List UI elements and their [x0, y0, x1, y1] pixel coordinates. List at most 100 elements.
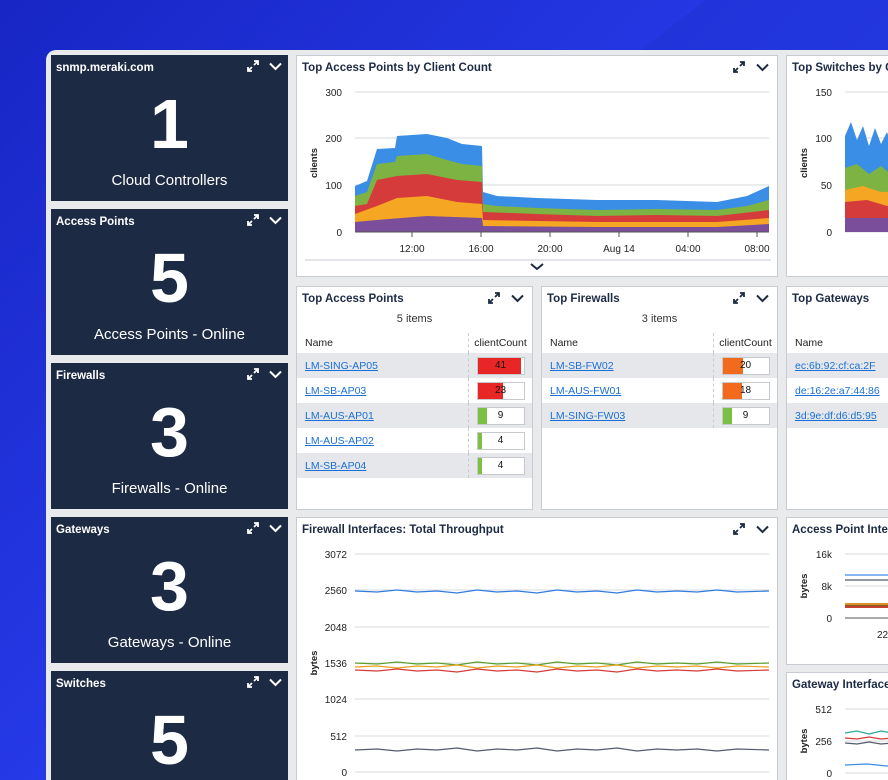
y-tick: 0	[826, 228, 832, 239]
y-tick: 300	[325, 88, 342, 99]
stacked-area-chart: 150 100 50 0 clients	[799, 88, 888, 239]
expand-icon[interactable]	[732, 291, 746, 305]
dashboard: snmp.meraki.com 1 Cloud Controllers Acce…	[46, 50, 888, 780]
expand-icon[interactable]	[246, 521, 260, 535]
bar-fill	[477, 407, 487, 424]
table-row: LM-AUS-FW01 18	[542, 378, 777, 403]
y-tick: 2048	[325, 623, 348, 634]
chevron-down-icon[interactable]	[510, 291, 524, 305]
line-series	[354, 664, 770, 669]
tile-value: 5	[150, 239, 189, 317]
table-row: LM-SB-FW02 20	[542, 353, 777, 378]
tile-firewalls: Firewalls 3 Firewalls - Online	[51, 363, 288, 509]
expand-icon[interactable]	[246, 367, 260, 381]
chevron-down-icon[interactable]	[755, 60, 769, 74]
widget-title: Top Switches by C	[792, 62, 888, 74]
tile-caption: Cloud Controllers	[111, 172, 228, 189]
widget-top-firewalls: Top Firewalls 3 items Name clientCount L…	[541, 286, 778, 510]
tile-title: Firewalls	[56, 370, 106, 382]
device-link[interactable]: LM-SB-AP04	[305, 459, 367, 472]
widget-title: Gateway Interface	[792, 679, 888, 691]
expand-icon[interactable]	[246, 59, 260, 73]
column-header-client-count[interactable]: clientCount	[713, 333, 777, 353]
expand-icon[interactable]	[732, 522, 746, 536]
line-series	[354, 747, 770, 752]
tile-gateways: Gateways 3 Gateways - Online	[51, 517, 288, 663]
x-tick: 22	[877, 630, 888, 641]
table-row: LM-AUS-AP02 4	[297, 428, 532, 453]
expand-icon[interactable]	[732, 60, 746, 74]
tile-caption: Access Points - Online	[94, 326, 245, 343]
bar-fill	[477, 382, 504, 399]
chevron-down-icon[interactable]	[755, 291, 769, 305]
line-chart: 512 256 0 bytes	[799, 705, 888, 780]
y-tick: 512	[330, 732, 347, 743]
item-count: 3 items	[641, 313, 678, 325]
tile-title: Access Points	[56, 216, 135, 228]
table-row: LM-AUS-AP01 9	[297, 403, 532, 428]
client-count-bar: 9	[721, 406, 770, 425]
client-count-bar: 41	[476, 356, 525, 375]
device-link[interactable]: LM-AUS-AP01	[305, 409, 374, 422]
column-header-name[interactable]: Name	[795, 337, 824, 349]
bar-fill	[722, 382, 742, 399]
y-tick: 200	[325, 134, 342, 145]
legend-toggle-chevron-icon[interactable]	[530, 263, 544, 271]
device-link[interactable]: LM-SB-FW02	[550, 359, 614, 372]
chevron-down-icon[interactable]	[268, 367, 282, 381]
expand-icon[interactable]	[487, 291, 501, 305]
chevron-down-icon[interactable]	[755, 522, 769, 536]
widget-top-switches: Top Switches by C 150 100 50 0 clients	[786, 55, 888, 277]
line-series	[354, 661, 770, 666]
tile-value: 3	[150, 547, 189, 625]
expand-icon[interactable]	[246, 675, 260, 689]
stacked-area-chart: 300 200 100 0 clients 12:00 16:00 20:00 …	[305, 88, 771, 271]
tile-value: 3	[150, 393, 189, 471]
table: Name clientCount LM-SB-FW02 20 LM-AUS-FW0…	[542, 333, 777, 428]
widget-gateway-interfaces: Gateway Interface 512 256 0 bytes	[786, 672, 888, 780]
y-axis-label: bytes	[799, 574, 810, 599]
column-header-name[interactable]: Name	[550, 337, 579, 349]
chevron-down-icon[interactable]	[268, 521, 282, 535]
bar-fill	[477, 357, 522, 374]
column-header-client-count[interactable]: clientCount	[468, 333, 532, 353]
table-row: de:16:2e:a7:44:86	[787, 378, 888, 403]
expand-icon[interactable]	[246, 213, 260, 227]
device-link[interactable]: LM-AUS-FW01	[550, 384, 622, 397]
chevron-down-icon[interactable]	[268, 59, 282, 73]
widget-title: Firewall Interfaces: Total Throughput	[302, 524, 504, 536]
client-count-bar: 4	[476, 456, 525, 475]
y-axis-label: bytes	[309, 651, 320, 676]
tile-switches: Switches 5	[51, 671, 288, 780]
tile-access-points: Access Points 5 Access Points - Online	[51, 209, 288, 355]
tile-value: 5	[150, 701, 189, 779]
device-link[interactable]: LM-SB-AP03	[305, 384, 367, 397]
widget-ap-interfaces: Access Point Inter 16k 8k 0 bytes 22	[786, 517, 888, 665]
y-tick: 256	[815, 737, 832, 748]
bar-fill	[477, 432, 483, 449]
tile-title: Switches	[56, 678, 106, 690]
line-series	[354, 668, 770, 673]
device-link[interactable]: de:16:2e:a7:44:86	[795, 384, 880, 397]
client-count-bar: 20	[721, 356, 770, 375]
device-link[interactable]: LM-AUS-AP02	[305, 434, 374, 447]
y-axis-label: clients	[309, 148, 320, 178]
table-row: LM-SING-AP05 41	[297, 353, 532, 378]
x-tick: 16:00	[468, 244, 493, 255]
device-link[interactable]: LM-SING-FW03	[550, 409, 626, 422]
bar-fill	[477, 457, 483, 474]
x-tick: 08:00	[744, 244, 769, 255]
line-chart: 3072 2560 2048 1536 1024 512 0 bytes	[309, 550, 770, 779]
device-link[interactable]: 3d:9e:df:d6:d5:95	[795, 409, 877, 422]
y-tick: 100	[325, 181, 342, 192]
client-count-bar: 4	[476, 431, 525, 450]
bar-fill	[722, 357, 744, 374]
column-header-name[interactable]: Name	[305, 337, 334, 349]
table: Name clientCount LM-SING-AP05 41 LM-SB-AP…	[297, 333, 532, 478]
device-link[interactable]: ec:6b:92:cf:ca:2F	[795, 359, 876, 372]
chevron-down-icon[interactable]	[268, 213, 282, 227]
item-count: 5 items	[396, 313, 433, 325]
y-tick: 150	[815, 88, 832, 99]
chevron-down-icon[interactable]	[268, 675, 282, 689]
device-link[interactable]: LM-SING-AP05	[305, 359, 378, 372]
